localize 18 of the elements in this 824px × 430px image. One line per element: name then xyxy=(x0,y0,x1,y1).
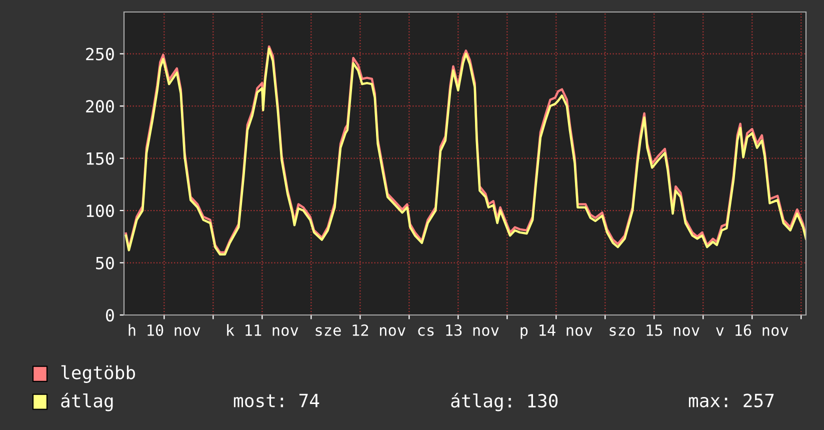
x-tick-label: k 11 nov xyxy=(227,324,298,336)
x-tick-label: h 10 nov xyxy=(128,324,200,336)
text: most: 74 xyxy=(234,394,320,408)
y-tick-label: 0 xyxy=(106,309,114,322)
y-tick-label: 250 xyxy=(86,48,114,60)
y-tick-label: 50 xyxy=(96,256,114,270)
legend-label: legtöbb xyxy=(61,365,136,383)
x-tick-label: cs 13 nov xyxy=(418,324,499,336)
x-tick-label: p 14 nov xyxy=(520,324,592,339)
y-tick-label: 100 xyxy=(86,204,114,218)
y-tick-label: 150 xyxy=(86,152,114,165)
legend-label: átlag xyxy=(61,392,113,412)
x-tick-label: sze 12 nov xyxy=(316,324,406,336)
text: max: 257 xyxy=(688,394,774,408)
text: átlag: 130 xyxy=(451,392,558,412)
x-tick-label: szo 15 nov xyxy=(610,324,700,336)
x-tick-label: v 16 nov xyxy=(716,324,788,336)
y-tick-label: 200 xyxy=(86,100,114,113)
